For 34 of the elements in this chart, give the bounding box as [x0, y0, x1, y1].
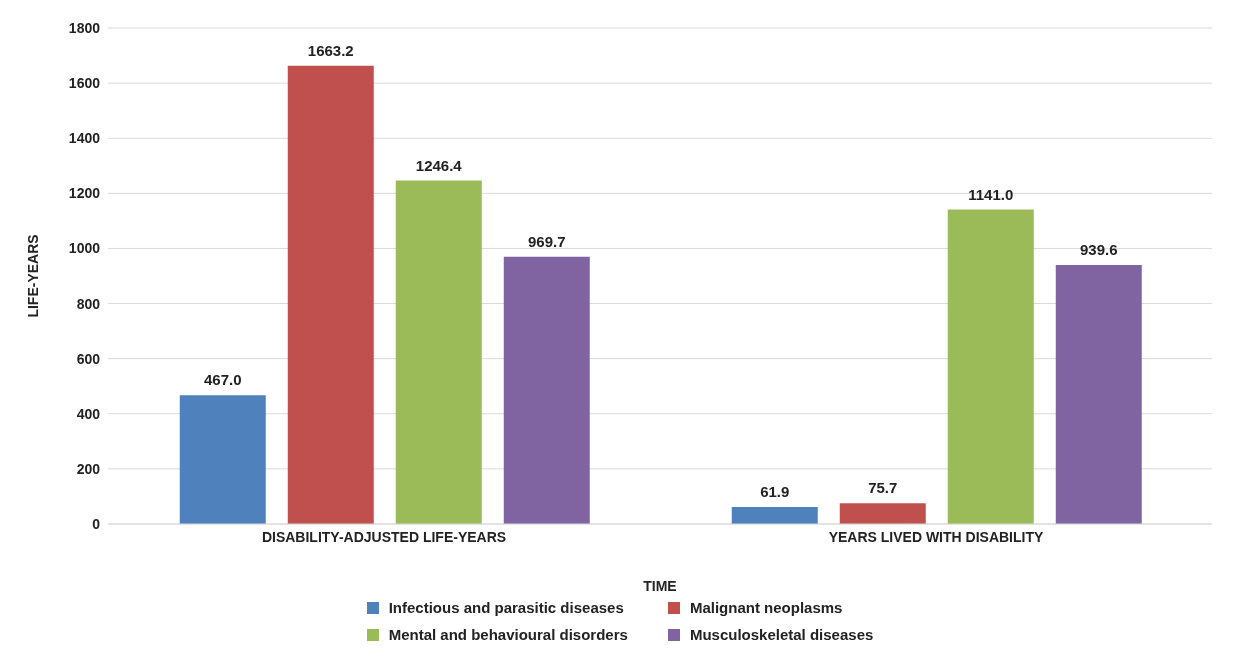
y-tick-label: 1800: [68, 19, 101, 36]
data-label: 75.7: [868, 479, 898, 497]
data-label: 1141.0: [968, 185, 1014, 203]
y-tick-label: 200: [76, 460, 101, 477]
y-tick-label: 400: [76, 405, 101, 422]
data-label: 1663.2: [307, 41, 354, 59]
bar: [839, 503, 926, 524]
y-tick-label: 1400: [68, 130, 101, 147]
y-tick-label: 1000: [68, 240, 101, 257]
x-tick-label: YEARS LIVED WITH DISABILITY: [828, 528, 1044, 545]
data-label: 467.0: [203, 371, 242, 389]
bar: [287, 65, 374, 524]
legend-label: Mental and behavioural disorders: [388, 626, 628, 643]
legend-label: Malignant neoplasms: [689, 599, 843, 616]
bar: [731, 506, 818, 524]
data-label: 61.9: [760, 482, 790, 500]
data-label: 939.6: [1079, 241, 1118, 259]
y-tick-label: 1600: [68, 75, 101, 92]
y-tick-label: 0: [92, 515, 101, 532]
legend-label: Musculoskeletal diseases: [689, 626, 874, 643]
bar: [179, 395, 266, 524]
y-axis-title: LIFE-YEARS: [24, 234, 41, 318]
bar: [1055, 265, 1142, 524]
y-tick-label: 1200: [68, 185, 101, 202]
data-label: 969.7: [527, 232, 566, 250]
bar: [947, 209, 1034, 524]
data-label: 1246.4: [415, 156, 463, 174]
bar: [395, 180, 482, 524]
bar: [503, 256, 590, 524]
legend-label: Infectious and parasitic diseases: [388, 599, 624, 616]
y-tick-label: 600: [76, 350, 101, 367]
y-tick-label: 800: [76, 295, 101, 312]
x-axis-title: TIME: [643, 578, 677, 594]
x-tick-label: DISABILITY-ADJUSTED LIFE-YEARS: [261, 528, 507, 545]
